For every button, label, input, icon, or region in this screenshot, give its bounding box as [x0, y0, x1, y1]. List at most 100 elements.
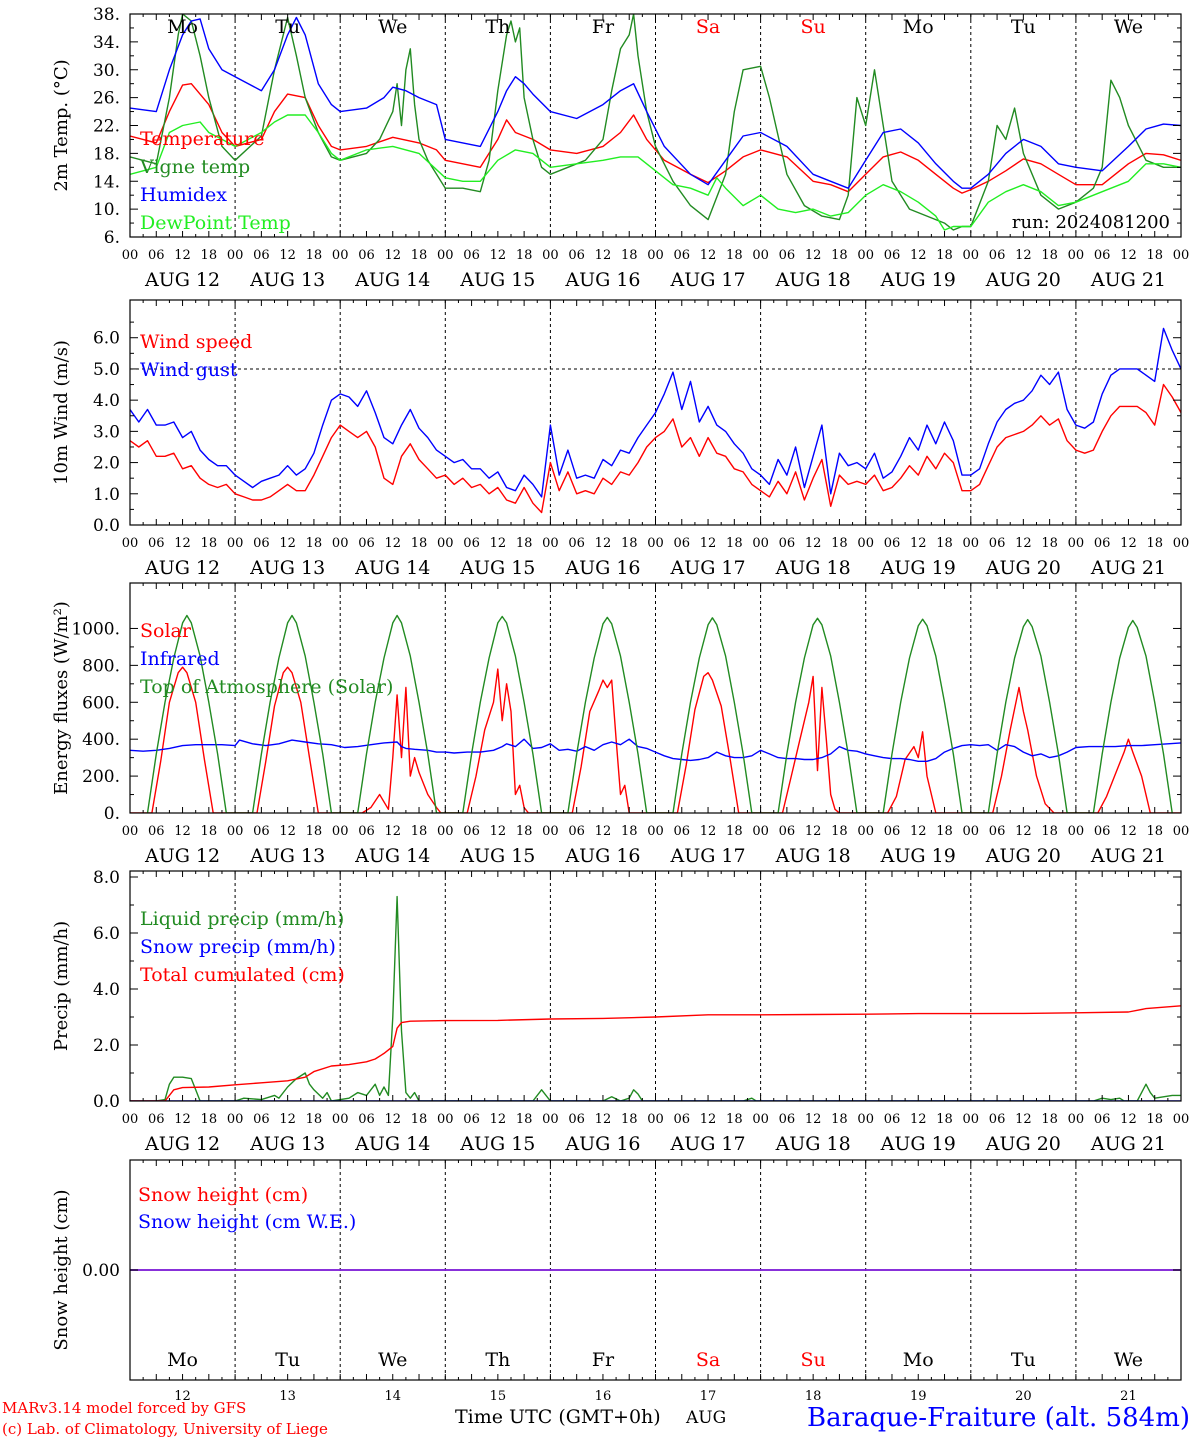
date-label: AUG 19	[880, 269, 956, 291]
hour-tick-label: 06	[779, 1112, 796, 1127]
date-label: AUG 15	[459, 845, 535, 867]
hour-tick-label: 00	[437, 248, 454, 263]
hour-tick-label: 00	[857, 248, 874, 263]
date-label: AUG 14	[354, 845, 430, 867]
hour-tick-label: 18	[411, 824, 428, 839]
hour-tick-label: 12	[279, 824, 296, 839]
hour-tick-label: 12	[174, 1112, 191, 1127]
date-label: AUG 16	[564, 845, 640, 867]
hour-tick-label: 12	[595, 824, 612, 839]
run-label: run: 2024081200	[1012, 212, 1170, 233]
hour-tick-label: 00	[963, 1112, 980, 1127]
hour-tick-label: 00	[332, 536, 349, 551]
hour-tick-label: 12	[1120, 536, 1137, 551]
hour-tick-label: 12	[174, 536, 191, 551]
panel-frame	[129, 13, 1182, 238]
hour-tick-label: 18	[831, 1112, 848, 1127]
hour-tick-label: 06	[884, 1112, 901, 1127]
hour-tick-label: 00	[227, 536, 244, 551]
hour-tick-label: 06	[568, 1112, 585, 1127]
hour-tick-label: 06	[568, 824, 585, 839]
hour-tick-label: 06	[884, 248, 901, 263]
hour-tick-label: 00	[752, 248, 769, 263]
hour-tick-label: 00	[1173, 536, 1190, 551]
date-label: AUG 13	[249, 1133, 325, 1155]
hour-tick-label: 18	[831, 536, 848, 551]
hour-tick-label: 06	[148, 1112, 165, 1127]
hour-tick-label: 18	[516, 1112, 533, 1127]
weekday-label-bottom: Th	[485, 1349, 510, 1371]
date-label: AUG 18	[775, 845, 851, 867]
hour-tick-label: 18	[621, 248, 638, 263]
y-tick-label: 4.0	[93, 391, 120, 411]
hour-tick-label: 00	[437, 824, 454, 839]
hour-tick-label: 18	[726, 536, 743, 551]
hour-tick-label: 00	[647, 824, 664, 839]
date-label: AUG 18	[775, 557, 851, 579]
hour-tick-label: 12	[1120, 1112, 1137, 1127]
hour-tick-label: 18	[936, 1112, 953, 1127]
hour-tick-label: 12	[174, 248, 191, 263]
series-line-total-cumulated-cm	[130, 1005, 1181, 1101]
hour-tick-label: 12	[700, 1112, 717, 1127]
hour-tick-label: 06	[568, 536, 585, 551]
legend-entry: Infrared	[140, 648, 220, 670]
hour-tick-label: 18	[936, 536, 953, 551]
y-tick-label: 1.0	[93, 485, 120, 505]
hour-tick-label: 18	[1041, 1112, 1058, 1127]
hour-tick-label: 06	[463, 536, 480, 551]
series-line-wind-gust	[130, 327, 1181, 498]
hour-tick-label: 06	[253, 1112, 270, 1127]
series-line-humidex	[130, 16, 1181, 189]
hour-tick-label: 18	[936, 248, 953, 263]
hour-tick-label: 12	[595, 1112, 612, 1127]
weekday-label-bottom: Sa	[696, 1349, 720, 1371]
hour-tick-label: 06	[779, 248, 796, 263]
date-label: AUG 21	[1090, 269, 1166, 291]
day-number-label: 20	[1015, 1389, 1032, 1404]
y-tick-label: 400.	[82, 730, 120, 750]
hour-tick-label: 06	[358, 248, 375, 263]
hour-tick-label: 18	[1146, 536, 1163, 551]
y-tick-label: 0.0	[93, 1092, 120, 1112]
legend-entry: Wind speed	[140, 331, 252, 353]
weekday-label-top: Mo	[167, 16, 198, 38]
hour-tick-label: 18	[621, 824, 638, 839]
date-label: AUG 19	[880, 1133, 956, 1155]
hour-tick-label: 18	[516, 248, 533, 263]
legend-entry: Vigne temp	[139, 156, 250, 178]
hour-tick-label: 00	[437, 536, 454, 551]
weekday-label-bottom: We	[1114, 1349, 1143, 1371]
legend-entry: Snow height (cm)	[138, 1184, 308, 1206]
hour-tick-label: 00	[227, 1112, 244, 1127]
date-label: AUG 21	[1090, 845, 1166, 867]
hour-tick-label: 06	[253, 824, 270, 839]
weekday-label-top: Fr	[592, 16, 615, 38]
hour-tick-label: 00	[122, 248, 139, 263]
hour-tick-label: 00	[1068, 824, 1085, 839]
date-label: AUG 21	[1090, 557, 1166, 579]
date-label: AUG 14	[354, 269, 430, 291]
weekday-label-bottom: Tu	[275, 1349, 300, 1371]
hour-tick-label: 18	[516, 536, 533, 551]
date-label: AUG 12	[144, 269, 220, 291]
y-tick-label: 1000.	[71, 619, 120, 639]
hour-tick-label: 06	[1094, 536, 1111, 551]
series-line-dewpoint-temp	[130, 114, 1181, 231]
hour-tick-label: 12	[490, 248, 507, 263]
hour-tick-label: 12	[1120, 248, 1137, 263]
y-tick-label: 6.	[104, 228, 120, 248]
date-label: AUG 13	[249, 269, 325, 291]
hour-tick-label: 12	[595, 248, 612, 263]
y-axis-title: 2m Temp. (°C)	[51, 59, 72, 191]
hour-tick-label: 18	[201, 248, 218, 263]
hour-tick-label: 06	[779, 536, 796, 551]
date-label: AUG 17	[669, 557, 745, 579]
date-label: AUG 18	[775, 1133, 851, 1155]
hour-tick-label: 12	[805, 536, 822, 551]
hour-tick-label: 18	[831, 824, 848, 839]
hour-tick-label: 00	[963, 248, 980, 263]
date-label: AUG 17	[669, 845, 745, 867]
series-line-top-of-atmosphere-solar	[146, 614, 1173, 813]
day-number-label: 13	[279, 1389, 296, 1404]
